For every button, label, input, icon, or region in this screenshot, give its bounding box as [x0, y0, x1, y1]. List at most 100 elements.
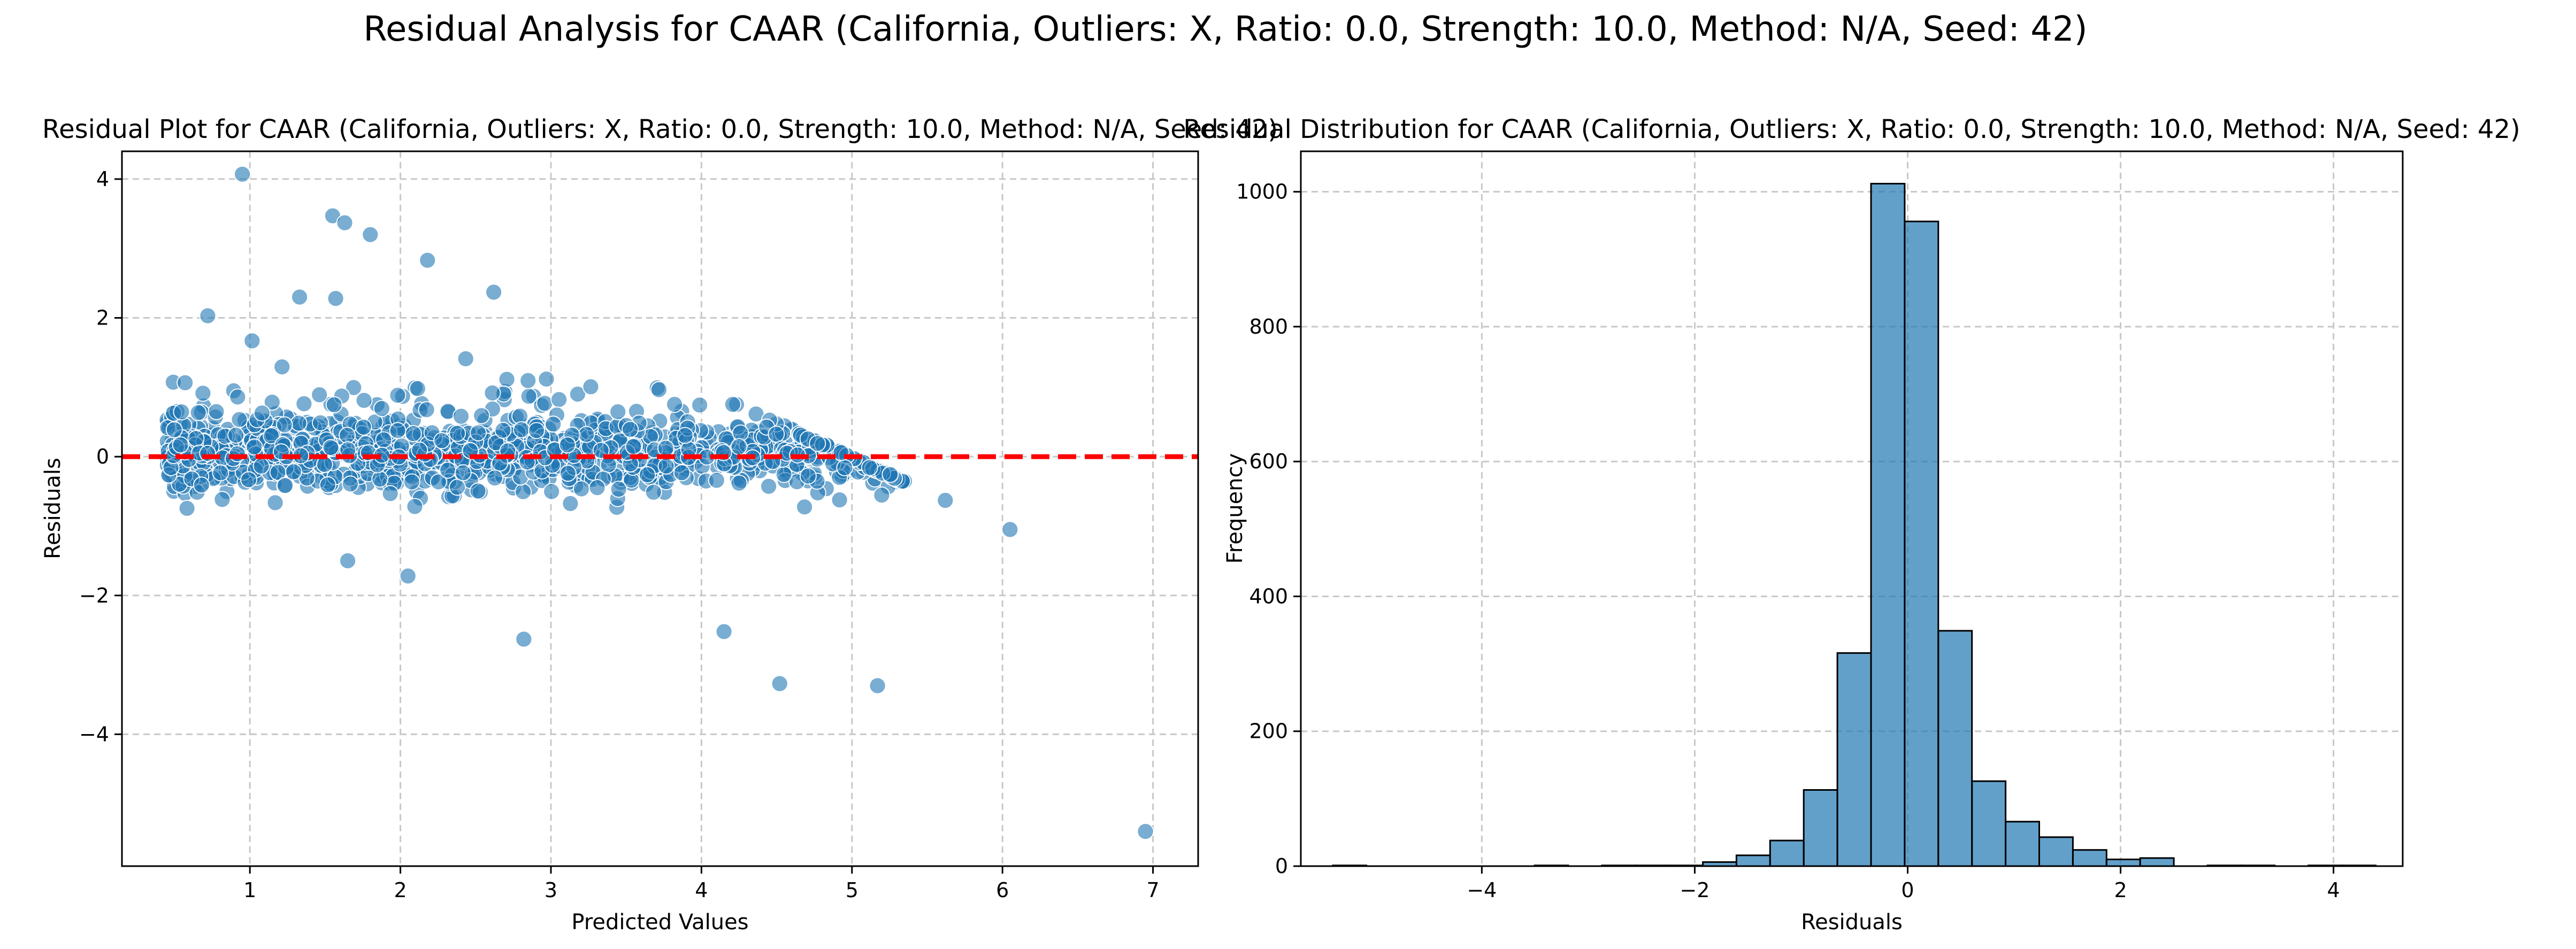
scatter-point — [831, 491, 848, 508]
histogram-y-label: Frequency — [1223, 453, 1247, 564]
histogram-x-tick-label: −4 — [1467, 878, 1497, 902]
scatter-x-tick-label: 3 — [545, 878, 557, 902]
scatter-point — [227, 427, 244, 444]
scatter-y-tick-label: 2 — [96, 306, 109, 330]
scatter-point — [469, 482, 487, 500]
histogram-x-tick-label: 2 — [2114, 878, 2127, 902]
scatter-point — [454, 464, 472, 482]
scatter-point — [355, 392, 373, 409]
histogram-bar — [2139, 857, 2175, 867]
scatter-point — [650, 381, 668, 398]
scatter-point — [362, 226, 379, 243]
scatter-point — [528, 422, 545, 439]
histogram-bar — [1769, 839, 1805, 867]
scatter-point — [543, 483, 561, 500]
figure-suptitle: Residual Analysis for CAAR (California, … — [363, 10, 2087, 49]
histogram-bar — [2005, 821, 2041, 867]
scatter-point — [724, 396, 741, 413]
scatter-point — [263, 427, 280, 444]
scatter-point — [937, 492, 954, 509]
scatter-x-tick-label: 7 — [1146, 878, 1159, 902]
scatter-point — [178, 499, 196, 517]
scatter-point — [520, 388, 538, 405]
scatter-point — [730, 474, 748, 492]
scatter-point — [796, 498, 813, 516]
scatter-point — [234, 165, 251, 183]
scatter-point — [494, 421, 512, 439]
histogram-x-tick-label: −2 — [1680, 878, 1709, 902]
histogram-bars — [1332, 183, 2377, 867]
histogram-bar — [1836, 652, 1872, 867]
scatter-point — [715, 623, 733, 641]
scatter-points — [158, 165, 1154, 840]
scatter-point — [439, 461, 457, 479]
scatter-point — [538, 371, 555, 388]
scatter-point — [569, 385, 586, 403]
histogram-bar — [1735, 854, 1771, 867]
scatter-point — [418, 401, 435, 419]
scatter-point — [449, 479, 466, 496]
scatter-point — [277, 477, 294, 494]
scatter-point — [645, 483, 662, 501]
scatter-y-tick-label: 4 — [96, 167, 109, 191]
scatter-point — [622, 421, 639, 438]
scatter-point — [213, 491, 231, 508]
scatter-point — [322, 439, 340, 456]
scatter-ticks: 1 2 3 4 5 6 7 −4 −2 0 2 4 — [79, 167, 1160, 902]
scatter-point — [373, 400, 390, 417]
scatter-point — [345, 379, 363, 396]
scatter-point — [588, 479, 606, 496]
scatter-point — [639, 466, 656, 483]
scatter-point — [173, 403, 190, 421]
histogram-bar — [1870, 183, 1906, 867]
histogram-bar — [2038, 836, 2074, 867]
scatter-point — [187, 430, 205, 448]
scatter-point — [212, 464, 229, 482]
scatter-point — [771, 675, 788, 692]
scatter-point — [473, 407, 490, 425]
scatter-point — [836, 459, 854, 476]
scatter-point — [515, 483, 532, 500]
scatter-point — [676, 427, 694, 444]
scatter-point — [189, 404, 207, 421]
scatter-x-tick-label: 5 — [846, 878, 858, 902]
scatter-point — [406, 498, 424, 515]
scatter-point — [768, 426, 785, 443]
scatter-point — [515, 630, 533, 648]
scatter-point — [263, 394, 281, 411]
histogram-bar — [1904, 220, 1939, 867]
scatter-point — [355, 419, 372, 436]
histogram-y-tick-label: 200 — [1249, 720, 1288, 743]
scatter-point — [339, 552, 356, 569]
scatter-point — [610, 481, 627, 498]
scatter-point — [609, 403, 627, 421]
scatter-point — [165, 421, 183, 438]
scatter-point — [371, 470, 389, 488]
scatter-point — [809, 435, 826, 452]
scatter-point — [290, 414, 308, 432]
residual-scatter-plot: 1 2 3 4 5 6 7 −4 −2 0 2 4 Residual Plot for CAAR (C… — [41, 114, 1278, 935]
scatter-point — [486, 469, 503, 487]
histogram-y-tick-label: 1000 — [1236, 180, 1288, 204]
scatter-point — [559, 465, 577, 482]
histogram-y-tick-label: 0 — [1275, 854, 1288, 878]
scatter-point — [240, 471, 257, 489]
scatter-point — [666, 396, 683, 413]
histogram-bar — [1971, 780, 2007, 867]
histogram-x-label: Residuals — [1801, 910, 1903, 935]
scatter-point — [873, 487, 891, 504]
scatter-point — [246, 438, 263, 456]
scatter-point — [657, 439, 674, 457]
scatter-point — [498, 371, 516, 388]
scatter-point — [409, 380, 426, 397]
scatter-point — [381, 485, 399, 503]
scatter-x-tick-label: 4 — [695, 878, 708, 902]
scatter-point — [311, 386, 328, 404]
scatter-point — [536, 395, 554, 412]
histogram-y-tick-label: 400 — [1249, 584, 1288, 608]
scatter-point — [404, 425, 422, 442]
scatter-y-tick-label: −4 — [79, 722, 109, 746]
scatter-point — [252, 457, 270, 475]
scatter-title: Residual Plot for CAAR (California, Outl… — [42, 114, 1278, 144]
histogram-bar — [1937, 630, 1973, 867]
